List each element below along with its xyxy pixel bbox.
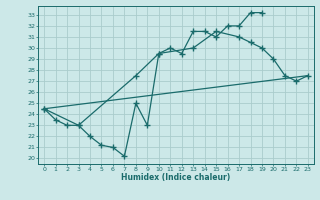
X-axis label: Humidex (Indice chaleur): Humidex (Indice chaleur) bbox=[121, 173, 231, 182]
